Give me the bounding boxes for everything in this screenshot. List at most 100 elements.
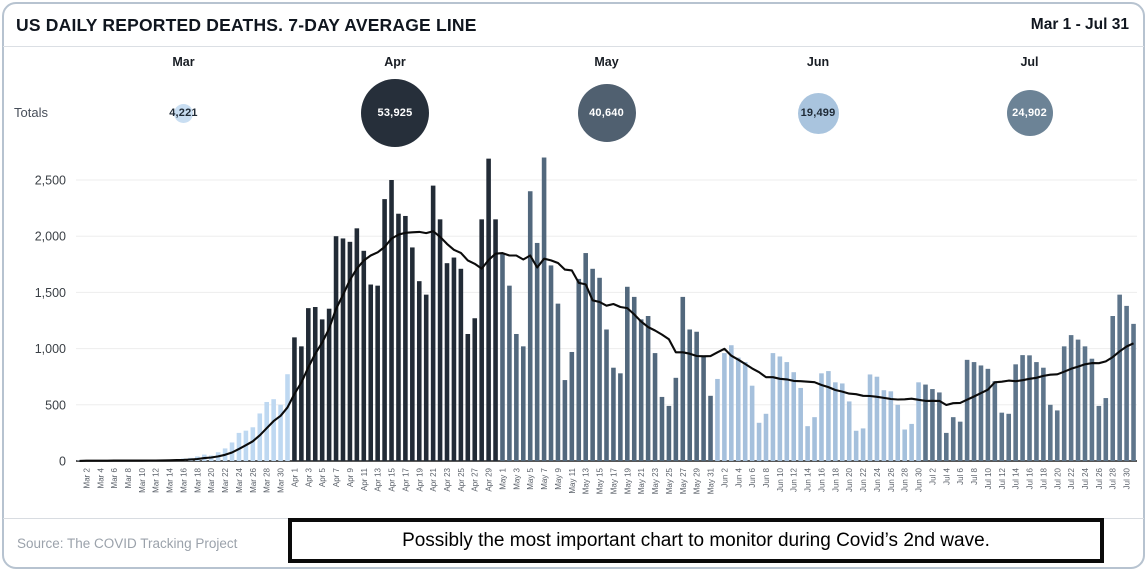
- svg-text:1,000: 1,000: [35, 342, 66, 356]
- svg-text:Mar 6: Mar 6: [110, 467, 119, 488]
- svg-text:Apr 5: Apr 5: [318, 467, 327, 487]
- svg-text:0: 0: [59, 455, 66, 469]
- svg-text:May 13: May 13: [582, 467, 591, 494]
- svg-text:Jul 30: Jul 30: [1123, 467, 1132, 489]
- svg-text:Jun 16: Jun 16: [817, 467, 826, 492]
- svg-text:Apr 3: Apr 3: [304, 467, 313, 487]
- y-axis-labels: 0 500 1,000 1,500 2,000 2,500: [35, 174, 66, 469]
- total-bubble-wrap: 4,221: [128, 70, 238, 156]
- month-name: May: [594, 55, 619, 69]
- svg-text:Jun 2: Jun 2: [720, 467, 729, 487]
- bubble-value: 4,221: [169, 107, 198, 119]
- svg-text:Mar 26: Mar 26: [249, 467, 258, 492]
- svg-text:Apr 15: Apr 15: [388, 467, 397, 491]
- month-name: Jul: [1020, 55, 1039, 69]
- svg-text:Mar 28: Mar 28: [263, 467, 272, 492]
- svg-text:Mar 12: Mar 12: [152, 467, 161, 492]
- svg-text:Mar 18: Mar 18: [193, 467, 202, 492]
- avg-line: [79, 230, 1134, 462]
- svg-text:Jul 26: Jul 26: [1095, 467, 1104, 489]
- svg-text:May 7: May 7: [540, 467, 549, 489]
- svg-text:Mar 10: Mar 10: [138, 467, 147, 492]
- svg-text:Apr 1: Apr 1: [290, 467, 299, 487]
- bars: [77, 157, 1136, 462]
- month-column-apr: Apr 53,925: [340, 54, 450, 156]
- svg-text:May 27: May 27: [679, 467, 688, 494]
- svg-text:Jul 18: Jul 18: [1039, 467, 1048, 489]
- svg-text:Apr 13: Apr 13: [374, 467, 383, 491]
- month-column-may: May 40,640: [552, 54, 662, 156]
- svg-text:Jul 22: Jul 22: [1067, 467, 1076, 489]
- caption-box: Possibly the most important chart to mon…: [288, 518, 1104, 563]
- total-bubble-wrap: 24,902: [975, 70, 1085, 156]
- total-bubble-wrap: 19,499: [763, 70, 873, 156]
- month-name: Apr: [384, 55, 406, 69]
- svg-text:May 11: May 11: [568, 467, 577, 493]
- svg-text:May 23: May 23: [651, 467, 660, 494]
- svg-text:Jun 6: Jun 6: [748, 467, 757, 487]
- month-column-jul: Jul 24,902: [975, 54, 1085, 156]
- svg-text:Mar 2: Mar 2: [82, 467, 91, 488]
- svg-text:Jun 8: Jun 8: [762, 467, 771, 487]
- svg-text:2,000: 2,000: [35, 230, 66, 244]
- svg-text:Apr 7: Apr 7: [332, 467, 341, 487]
- svg-text:Mar 20: Mar 20: [207, 467, 216, 492]
- month-column-jun: Jun 19,499: [763, 54, 873, 156]
- totals-label: Totals: [14, 105, 48, 120]
- svg-text:May 1: May 1: [498, 467, 507, 489]
- page-title: US DAILY REPORTED DEATHS. 7-DAY AVERAGE …: [16, 15, 477, 35]
- svg-text:Jul 10: Jul 10: [984, 467, 993, 489]
- month-name: Mar: [172, 55, 195, 69]
- svg-text:Apr 19: Apr 19: [415, 467, 424, 491]
- svg-text:Jun 14: Jun 14: [804, 467, 813, 492]
- svg-text:Mar 8: Mar 8: [124, 467, 133, 488]
- svg-text:May 29: May 29: [693, 467, 702, 494]
- svg-text:Apr 25: Apr 25: [457, 467, 466, 491]
- svg-text:Jun 30: Jun 30: [915, 467, 924, 492]
- month-column-mar: Mar 4,221: [128, 54, 238, 156]
- svg-text:Apr 21: Apr 21: [429, 467, 438, 491]
- total-bubble: [577, 84, 636, 142]
- svg-text:Jun 20: Jun 20: [845, 467, 854, 492]
- svg-text:May 17: May 17: [609, 467, 618, 494]
- svg-text:May 25: May 25: [665, 467, 674, 494]
- header-divider: [3, 46, 1144, 47]
- total-bubble: [360, 79, 429, 147]
- svg-text:Jun 28: Jun 28: [901, 467, 910, 492]
- svg-text:Jul 14: Jul 14: [1012, 467, 1021, 489]
- bubble-value: 24,902: [1012, 107, 1047, 119]
- total-bubble-wrap: 53,925: [340, 70, 450, 156]
- svg-text:Mar 4: Mar 4: [96, 467, 105, 488]
- svg-text:May 3: May 3: [512, 467, 521, 489]
- month-name: Jun: [806, 55, 830, 69]
- svg-text:Apr 11: Apr 11: [360, 467, 369, 491]
- svg-text:Jun 24: Jun 24: [873, 467, 882, 492]
- svg-text:May 19: May 19: [623, 467, 632, 494]
- svg-text:Jun 26: Jun 26: [887, 467, 896, 492]
- svg-text:Apr 17: Apr 17: [401, 467, 410, 491]
- svg-text:Apr 23: Apr 23: [443, 467, 452, 491]
- svg-text:Jun 22: Jun 22: [859, 467, 868, 492]
- svg-text:May 9: May 9: [554, 467, 563, 489]
- svg-text:Jul 6: Jul 6: [956, 467, 965, 484]
- svg-text:Jul 16: Jul 16: [1026, 467, 1035, 489]
- svg-text:Jun 12: Jun 12: [790, 467, 799, 492]
- svg-text:Jul 8: Jul 8: [970, 467, 979, 484]
- svg-text:Mar 30: Mar 30: [277, 467, 286, 492]
- source-text: Source: The COVID Tracking Project: [17, 536, 238, 551]
- svg-text:May 15: May 15: [596, 467, 605, 494]
- caption-text: Possibly the most important chart to mon…: [402, 529, 990, 551]
- svg-text:Jun 18: Jun 18: [831, 467, 840, 492]
- svg-text:Jul 2: Jul 2: [928, 467, 937, 484]
- svg-text:500: 500: [45, 398, 66, 412]
- bubble-value: 19,499: [800, 107, 836, 119]
- svg-text:Jul 12: Jul 12: [998, 467, 1007, 489]
- svg-text:Jul 28: Jul 28: [1109, 467, 1118, 489]
- svg-text:May 21: May 21: [637, 467, 646, 494]
- date-range-label: Mar 1 - Jul 31: [1030, 16, 1129, 33]
- svg-text:Jun 4: Jun 4: [734, 467, 743, 487]
- svg-text:Jul 20: Jul 20: [1053, 467, 1062, 489]
- total-bubble: [797, 92, 839, 134]
